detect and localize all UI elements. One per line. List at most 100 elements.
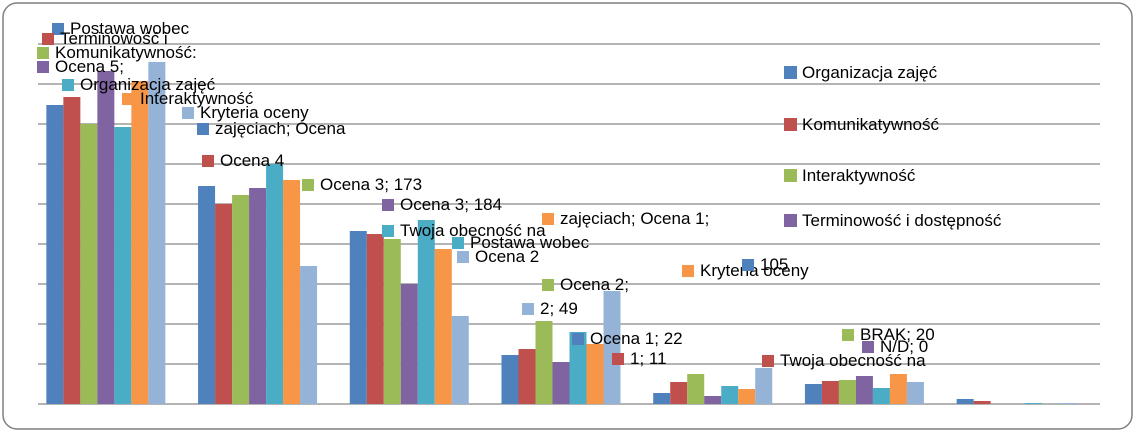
bar [755, 368, 773, 404]
bar [400, 284, 418, 404]
svg-text:Ocena 5;: Ocena 5; [55, 57, 124, 76]
bar [838, 380, 856, 404]
data-label: Organizacja zajęć [62, 75, 216, 94]
bar [97, 71, 115, 404]
data-label: Kryteria oceny [182, 103, 309, 122]
bar [501, 355, 519, 404]
data-label: Postawa wobec [52, 19, 190, 38]
svg-text:BRAK; 20: BRAK; 20 [860, 325, 935, 344]
svg-text:Interaktywność: Interaktywność [140, 89, 254, 108]
legend-swatch [784, 214, 797, 227]
data-label: zajęciach; Ocena [197, 119, 346, 138]
svg-text:Ocena 2: Ocena 2 [475, 247, 539, 266]
bar [687, 374, 705, 404]
svg-text:Postawa wobec: Postawa wobec [70, 19, 190, 38]
bar [434, 249, 452, 404]
bar [956, 399, 974, 404]
bar [300, 266, 318, 404]
bar [1024, 403, 1042, 404]
svg-text:Twoja obecność na: Twoja obecność na [780, 351, 926, 370]
bar [232, 195, 250, 404]
data-label: Twoja obecność na [762, 351, 926, 370]
bar [131, 81, 149, 404]
bar [889, 374, 907, 404]
bar [738, 389, 756, 404]
bar [821, 381, 839, 404]
svg-text:Organizacja zajęć: Organizacja zajęć [80, 75, 216, 94]
data-label: Ocena 3; 173 [302, 175, 422, 194]
legend-item: Terminowość i dostępność [784, 211, 1002, 230]
svg-text:Ocena 2;: Ocena 2; [560, 275, 629, 294]
bar [46, 105, 64, 404]
data-label: Postawa wobec [452, 233, 590, 252]
svg-text:Ocena 3; 184: Ocena 3; 184 [400, 195, 502, 214]
bar [266, 164, 284, 404]
data-label: Ocena 2 [457, 247, 539, 266]
svg-text:1; 11: 1; 11 [630, 349, 667, 368]
bar [283, 180, 301, 404]
bar [451, 316, 469, 404]
bar [603, 291, 621, 404]
bar [855, 376, 873, 404]
bar [569, 332, 587, 404]
legend-swatch [784, 66, 797, 79]
svg-text:Terminowość i: Terminowość i [60, 29, 168, 48]
svg-text:Ocena 4: Ocena 4 [220, 151, 284, 170]
legend-item: Komunikatywność [784, 115, 940, 134]
bar [973, 401, 991, 404]
bar [586, 344, 604, 404]
bar [535, 321, 553, 404]
data-label: Kryteria oceny [682, 261, 809, 280]
data-label: BRAK; 20 [842, 325, 935, 344]
svg-text:Twoja obecność na: Twoja obecność na [400, 221, 546, 240]
bar [804, 384, 822, 404]
svg-text:Ocena 3; 173: Ocena 3; 173 [320, 175, 422, 194]
svg-text:N/D; 0: N/D; 0 [880, 337, 928, 356]
legend-label: Interaktywność [802, 166, 916, 185]
data-label: 105 [742, 255, 788, 274]
bar [704, 396, 722, 404]
bar [906, 382, 924, 404]
data-label: N/D; 0 [862, 337, 928, 356]
data-label: Ocena 3; 184 [382, 195, 502, 214]
bar [349, 231, 367, 404]
bar [148, 62, 166, 404]
legend-label: Terminowość i dostępność [802, 211, 1002, 230]
bar [1058, 403, 1076, 404]
data-label: Ocena 1; 22 [572, 329, 683, 348]
svg-text:Ocena 1; 22: Ocena 1; 22 [590, 329, 683, 348]
data-label: zajęciach; Ocena 1; [542, 209, 709, 228]
bar [383, 239, 401, 404]
data-label: 1; 11 [612, 349, 667, 368]
svg-text:Komunikatywność:: Komunikatywność: [55, 43, 197, 62]
data-label: Ocena 5; [37, 57, 124, 76]
svg-text:zajęciach; Ocena: zajęciach; Ocena [215, 119, 346, 138]
bar [249, 188, 267, 404]
legend-swatch [784, 169, 797, 182]
legend-item: Interaktywność [784, 166, 916, 185]
data-label: Terminowość i [42, 29, 168, 48]
data-label: Ocena 4 [202, 151, 284, 170]
data-label: Twoja obecność na [382, 221, 546, 240]
legend-item: Organizacja zajęć [784, 63, 938, 82]
bar [366, 234, 384, 404]
svg-text:105: 105 [760, 255, 788, 274]
bar [417, 220, 435, 404]
legend: Organizacja zajęć Komunikatywność Interakt… [784, 63, 1002, 230]
bar [653, 393, 671, 404]
bar [114, 127, 132, 404]
svg-text:Kryteria oceny: Kryteria oceny [700, 261, 809, 280]
legend-label: Organizacja zajęć [802, 63, 938, 82]
data-label: Komunikatywność: [37, 43, 197, 62]
bar [215, 204, 233, 404]
bar [670, 382, 688, 404]
legend-swatch [784, 118, 797, 131]
legend-label: Komunikatywność [802, 115, 940, 134]
svg-text:Postawa wobec: Postawa wobec [470, 233, 590, 252]
data-label: Interaktywność [122, 89, 254, 108]
bar [721, 386, 739, 404]
bar [198, 186, 216, 404]
data-label: Ocena 2; [542, 275, 629, 294]
